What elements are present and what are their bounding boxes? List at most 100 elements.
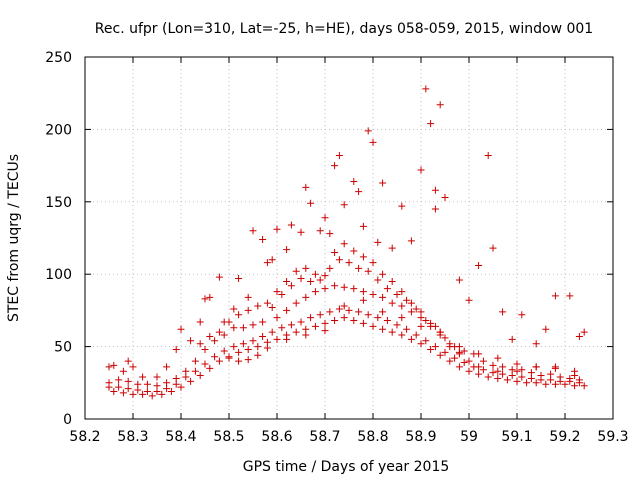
data-point [268,328,276,336]
data-points [105,85,588,400]
data-point [508,372,516,380]
data-point [431,205,439,213]
data-point [374,238,382,246]
data-point [364,267,372,275]
data-point [292,328,300,336]
data-point [211,337,219,345]
data-point [244,345,252,353]
x-tick-label: 58.2 [69,429,100,445]
data-point [139,390,147,398]
data-point [335,305,343,313]
data-point [321,272,329,280]
data-point [441,193,449,201]
data-point [115,383,123,391]
data-point [158,390,166,398]
data-point [532,379,540,387]
data-point [187,377,195,385]
data-point [297,318,305,326]
data-point [571,372,579,380]
data-point [119,367,127,375]
x-tick-label: 58.5 [213,429,244,445]
data-point [268,256,276,264]
data-point [580,382,588,390]
data-point [379,179,387,187]
data-point [508,335,516,343]
data-point [225,354,233,362]
data-point [331,282,339,290]
y-tick-label: 50 [54,340,72,356]
data-point [479,357,487,365]
y-axis-label: STEC from uqrg / TECUs [6,154,22,322]
data-point [340,314,348,322]
x-tick-label: 59 [460,429,478,445]
data-point [307,277,315,285]
data-point [220,347,228,355]
data-point [311,270,319,278]
data-point [215,357,223,365]
data-point [412,305,420,313]
data-point [551,380,559,388]
grid [85,57,613,419]
data-point [407,237,415,245]
data-point [316,311,324,319]
data-point [119,389,127,397]
data-point [206,293,214,301]
data-point [163,385,171,393]
data-point [187,337,195,345]
data-point [566,377,574,385]
chart-title: Rec. ufpr (Lon=310, Lat=-25, h=HE), days… [95,21,593,37]
data-point [513,367,521,375]
data-point [201,345,209,353]
data-point [441,348,449,356]
data-point [393,321,401,329]
data-point [335,151,343,159]
data-point [571,382,579,390]
data-point [475,350,483,358]
data-point [340,240,348,248]
data-point [484,151,492,159]
data-point [196,372,204,380]
data-point [561,380,569,388]
data-point [403,325,411,333]
data-point [398,331,406,339]
data-point [350,178,358,186]
data-point [297,228,305,236]
data-point [417,340,425,348]
data-point [350,285,358,293]
data-point [331,317,339,325]
data-point [273,225,281,233]
data-point [575,379,583,387]
data-point [369,259,377,267]
data-point [355,264,363,272]
data-point [129,363,137,371]
data-point [172,380,180,388]
data-point [513,360,521,368]
data-point [379,325,387,333]
data-point [499,370,507,378]
data-point [172,345,180,353]
data-point [143,387,151,395]
x-tick-label: 59.2 [549,429,580,445]
data-point [340,302,348,310]
data-point [369,138,377,146]
data-point [407,308,415,316]
data-point [153,387,161,395]
data-point [331,162,339,170]
data-point [436,101,444,109]
data-point [537,376,545,384]
axis-ticks [84,56,614,420]
data-point [460,347,468,355]
y-tick-label: 200 [45,122,72,138]
data-point [374,314,382,322]
data-point [283,306,291,314]
data-point [220,331,228,339]
data-point [436,328,444,336]
data-point [350,317,358,325]
data-point [340,283,348,291]
data-point [278,324,286,332]
data-point [235,311,243,319]
data-point [455,363,463,371]
data-point [465,357,473,365]
data-point [278,290,286,298]
